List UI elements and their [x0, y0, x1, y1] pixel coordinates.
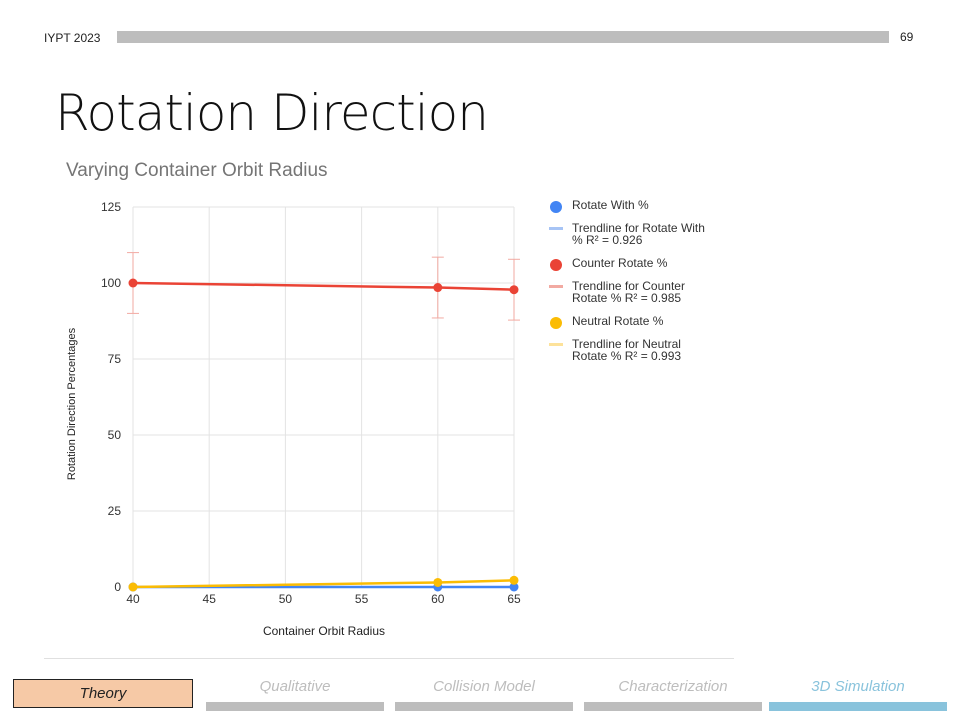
y-tick-label-1: 25 — [108, 504, 122, 518]
legend-marker-counter-rotate — [550, 259, 562, 271]
nav-bar-qualitative — [206, 702, 384, 711]
legend-marker-trend-neutral — [549, 343, 563, 346]
legend-label-trend-neutral-2: Rotate % R² = 0.993 — [572, 349, 682, 363]
legend-item-trend-counter: Trendline for Counter Rotate % R² = 0.98… — [548, 280, 728, 304]
x-tick-label-3: 55 — [355, 592, 369, 606]
x-tick-label-1: 45 — [203, 592, 217, 606]
x-tick-label-0: 40 — [126, 592, 140, 606]
nav-tab-collision-model[interactable]: Collision Model — [433, 678, 535, 695]
legend-label-trend-counter-1: Trendline for Counter — [572, 279, 685, 293]
y-tick-label-5: 125 — [101, 200, 121, 214]
legend-label-trend-rotate-with-1: Trendline for Rotate With — [572, 221, 705, 235]
chart-plot-area: 40 45 50 55 60 65 0 25 50 75 100 125 — [101, 200, 521, 606]
nav-tab-3d-simulation[interactable]: 3D Simulation — [811, 678, 905, 695]
chart-legend: Rotate With % Trendline for Rotate With … — [548, 199, 728, 362]
header-label: IYPT 2023 — [44, 31, 101, 45]
nav-bar-collision-model — [395, 702, 573, 711]
x-axis-label: Container Orbit Radius — [262, 624, 386, 638]
y-tick-label-3: 75 — [108, 352, 122, 366]
header-progress-bar — [117, 31, 889, 43]
x-tick-label-5: 65 — [507, 592, 521, 606]
legend-marker-neutral-rotate — [550, 317, 562, 329]
chart: Varying Container Orbit Radius Rotation … — [66, 160, 728, 638]
legend-item-counter-rotate: Counter Rotate % — [548, 256, 728, 271]
legend-item-rotate-with: Rotate With % — [548, 198, 728, 213]
data-point-1-2 — [509, 285, 519, 295]
nav-tab-characterization[interactable]: Characterization — [618, 678, 728, 695]
legend-marker-trend-rotate-with — [549, 227, 563, 230]
y-tick-label-4: 100 — [101, 276, 121, 290]
chart-title: Varying Container Orbit Radius — [66, 160, 328, 181]
legend-label-rotate-with: Rotate With % — [572, 198, 649, 212]
data-point-1-0 — [128, 278, 138, 288]
page-number: 69 — [900, 30, 914, 44]
legend-marker-trend-counter — [549, 285, 563, 288]
legend-marker-rotate-with — [550, 201, 562, 213]
slide-title: Rotation Direction — [55, 84, 489, 142]
data-point-0-2 — [509, 582, 519, 592]
series-line-1 — [132, 281, 515, 291]
data-point-2-1 — [433, 577, 443, 587]
legend-label-counter-rotate: Counter Rotate % — [572, 256, 668, 270]
data-point-2-0 — [128, 582, 138, 592]
legend-item-trend-rotate-with: Trendline for Rotate With % R² = 0.926 — [548, 222, 728, 246]
nav-bar-3d-simulation — [769, 702, 947, 711]
y-tick-label-0: 0 — [114, 580, 121, 594]
legend-item-trend-neutral: Trendline for Neutral Rotate % R² = 0.99… — [548, 338, 728, 362]
footer-divider — [44, 658, 734, 659]
y-tick-label-2: 50 — [108, 428, 122, 442]
legend-label-trend-rotate-with-2: % R² = 0.926 — [572, 233, 643, 247]
x-tick-label-4: 60 — [431, 592, 445, 606]
nav-bar-characterization — [584, 702, 762, 711]
legend-item-neutral-rotate: Neutral Rotate % — [548, 314, 728, 329]
legend-label-trend-neutral-1: Trendline for Neutral — [572, 337, 681, 351]
legend-label-neutral-rotate: Neutral Rotate % — [572, 314, 664, 328]
nav-tab-theory[interactable]: Theory — [13, 679, 193, 708]
x-tick-label-2: 50 — [279, 592, 293, 606]
legend-label-trend-counter-2: Rotate % R² = 0.985 — [572, 291, 682, 305]
data-point-1-1 — [433, 283, 443, 293]
data-point-2-2 — [509, 575, 519, 585]
nav-tab-qualitative[interactable]: Qualitative — [259, 678, 331, 695]
